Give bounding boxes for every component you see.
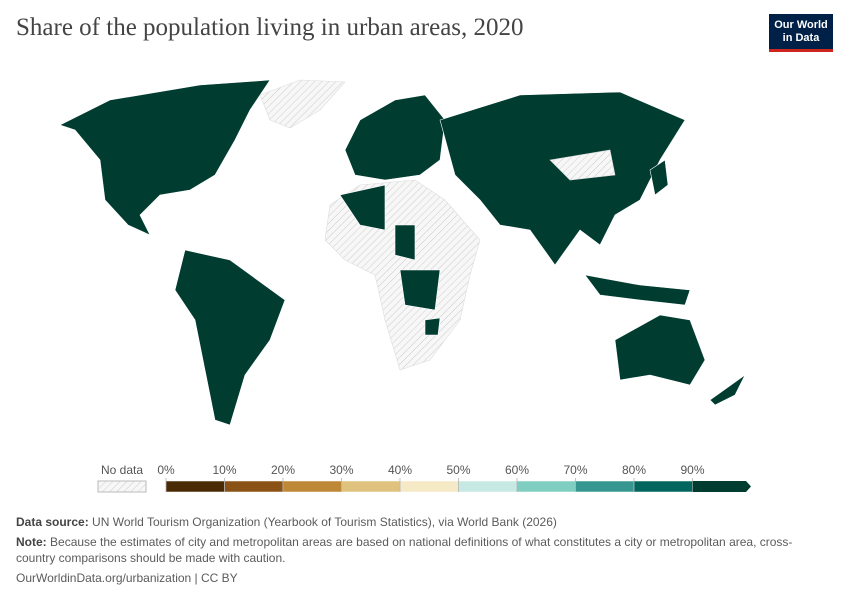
australia[interactable] [614, 314, 706, 386]
legend-label: 40% [388, 463, 412, 477]
legend-no-data-label: No data [101, 463, 143, 477]
legend-label: 0% [157, 463, 175, 477]
legend-swatch[interactable] [341, 480, 401, 493]
legend-no-data-swatch[interactable] [97, 480, 147, 493]
map: No data 0% 10% 20% 30% 40% 50% 60% 70% 80% 90% [59, 79, 752, 493]
note: Note: Because the estimates of city and … [16, 534, 816, 566]
legend: No data 0% 10% 20% 30% 40% 50% 60% 70% 80% 90% [97, 463, 752, 493]
indonesia[interactable] [584, 274, 691, 306]
legend-label: 50% [446, 463, 470, 477]
legend-swatch[interactable] [692, 481, 752, 492]
chad[interactable] [394, 224, 416, 261]
legend-label: 70% [563, 463, 587, 477]
new-zealand[interactable] [709, 374, 746, 406]
zimbabwe[interactable] [424, 317, 441, 336]
legend-swatch[interactable] [224, 480, 284, 493]
japan[interactable] [649, 159, 669, 196]
logo-line: in Data [782, 32, 820, 44]
south-america[interactable] [174, 249, 286, 426]
source-text: UN World Tourism Organization (Yearbook … [92, 515, 557, 529]
legend-swatch[interactable] [282, 480, 342, 493]
europe[interactable] [344, 94, 446, 181]
north-america[interactable] [59, 79, 271, 236]
legend-swatch[interactable] [575, 480, 635, 493]
legend-label: 10% [212, 463, 236, 477]
legend-label: 80% [622, 463, 646, 477]
legend-swatch[interactable] [458, 480, 518, 493]
logo[interactable]: Our World in Data [769, 14, 833, 52]
source: Data source: UN World Tourism Organizati… [16, 514, 816, 530]
legend-label: 90% [680, 463, 704, 477]
legend-label: 20% [271, 463, 295, 477]
logo-line: Our World [774, 19, 828, 31]
countries [59, 79, 746, 426]
congo[interactable] [399, 269, 441, 311]
title: Share of the population living in urban … [16, 14, 524, 41]
note-text: Because the estimates of city and metrop… [16, 535, 793, 565]
algeria[interactable] [339, 184, 386, 231]
mongolia[interactable] [549, 149, 616, 181]
greenland[interactable] [259, 79, 346, 129]
source-label: Data source: [16, 515, 89, 529]
asia[interactable] [439, 91, 686, 266]
note-label: Note: [16, 535, 47, 549]
legend-swatch[interactable] [516, 480, 576, 493]
legend-label: 60% [505, 463, 529, 477]
legend-label: 30% [329, 463, 353, 477]
url[interactable]: OurWorldinData.org/urbanization | CC BY [16, 571, 238, 585]
legend-swatch[interactable] [399, 480, 459, 493]
legend-swatch[interactable] [165, 480, 225, 493]
legend-swatch[interactable] [633, 480, 693, 493]
